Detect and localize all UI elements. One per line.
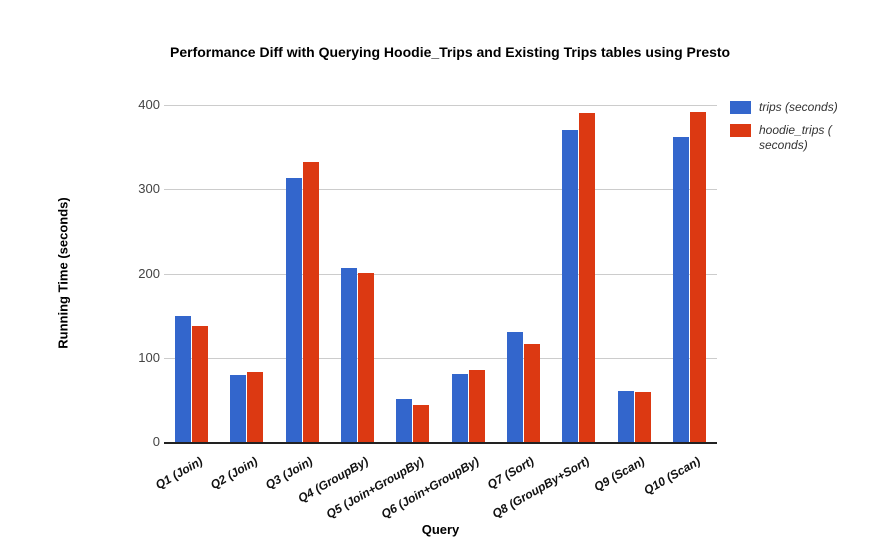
bar-group-3: [275, 105, 330, 442]
x-tick-label-5: Q5 (Join+GroupBy): [323, 454, 426, 522]
bar-trips-9: [617, 391, 634, 442]
bar-group-8: [551, 105, 606, 442]
y-tick-label-300: 300: [138, 181, 160, 197]
bar-hoodie-trips-9: [634, 392, 651, 442]
bar-group-2: [219, 105, 274, 442]
bar-group-10: [662, 105, 717, 442]
y-tick-label-400: 400: [138, 97, 160, 112]
bar-group-5: [385, 105, 440, 442]
plot-area: [164, 105, 717, 444]
gridline-100: [164, 357, 717, 359]
bar-trips-5: [396, 399, 413, 442]
bar-group-6: [440, 105, 495, 442]
gridline-300: [164, 189, 717, 191]
y-tick-label-0: 0: [152, 434, 160, 449]
chart-legend: trips (seconds) hoodie_trips ( seconds): [730, 100, 880, 161]
x-tick-label-10: Q10 (Scan): [641, 454, 703, 498]
x-tick-label-2: Q2 (Join): [207, 454, 260, 493]
bar-hoodie-trips-5: [413, 404, 430, 442]
bar-trips-6: [451, 373, 468, 442]
bar-trips-1: [175, 315, 192, 442]
bar-trips-4: [341, 267, 358, 442]
legend-label: trips (seconds): [759, 100, 838, 114]
y-axis-tick-labels: 0 100 200 300 400: [110, 97, 160, 449]
x-axis-tick-labels: Q1 (Join) Q2 (Join) Q3 (Join) Q4 (GroupBy) Q…: [153, 442, 717, 521]
bar-hoodie-trips-6: [468, 370, 485, 442]
legend-item-trips: trips (seconds): [730, 100, 880, 115]
bar-trips-2: [230, 374, 247, 442]
y-tick-label-100: 100: [138, 349, 160, 365]
legend-label: hoodie_trips ( seconds): [759, 123, 832, 152]
bar-hoodie-trips-8: [579, 113, 596, 442]
bar-group-9: [606, 105, 661, 442]
bar-hoodie-trips-4: [358, 272, 375, 442]
x-tick-label-6: Q6 (Join+GroupBy): [378, 454, 482, 522]
bars-layer: [164, 105, 717, 442]
legend-item-hoodie-trips: hoodie_trips ( seconds): [730, 123, 880, 153]
bar-trips-10: [672, 137, 689, 442]
x-tick-label-8: Q8 (GroupBy+Sort): [489, 454, 592, 521]
bar-hoodie-trips-7: [523, 344, 540, 442]
bar-hoodie-trips-10: [689, 111, 706, 442]
chart-title: Performance Diff with Querying Hoodie_Tr…: [170, 44, 731, 60]
bar-hoodie-trips-3: [302, 162, 319, 442]
x-tick-label-9: Q9 (Scan): [591, 454, 648, 495]
gridline-400: [164, 105, 717, 106]
legend-swatch-icon: [730, 124, 751, 137]
bar-group-7: [496, 105, 551, 442]
bar-hoodie-trips-1: [192, 325, 209, 442]
y-tick-label-200: 200: [138, 265, 160, 281]
y-axis-title: Running Time (seconds): [55, 197, 71, 349]
bar-trips-7: [506, 332, 523, 442]
gridline-200: [164, 273, 717, 275]
x-axis-title: Query: [421, 522, 460, 537]
legend-swatch-icon: [730, 101, 751, 114]
bar-group-4: [330, 105, 385, 442]
x-tick-label-1: Q1 (Join): [152, 454, 205, 493]
bar-trips-8: [562, 130, 579, 442]
bar-group-1: [164, 105, 219, 442]
bar-trips-3: [285, 178, 302, 442]
bar-hoodie-trips-2: [247, 372, 264, 442]
